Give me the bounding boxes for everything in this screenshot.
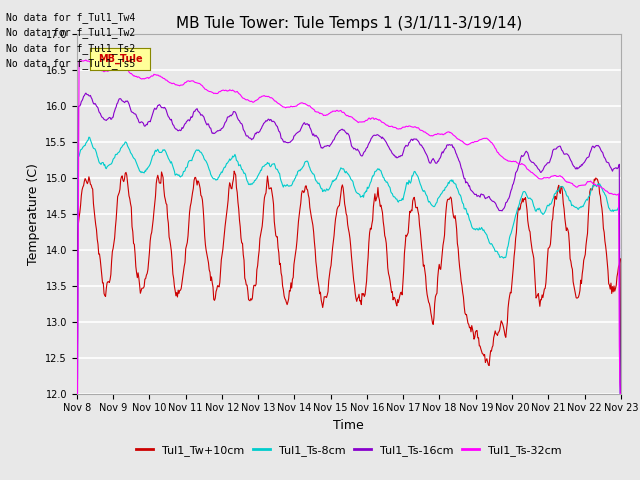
- Text: No data for f_Tul1_Tw4: No data for f_Tul1_Tw4: [6, 12, 136, 23]
- X-axis label: Time: Time: [333, 419, 364, 432]
- Text: No data for f_Tul1_Ts2: No data for f_Tul1_Ts2: [6, 43, 136, 54]
- Y-axis label: Temperature (C): Temperature (C): [27, 163, 40, 264]
- Text: MB_Tule: MB_Tule: [98, 54, 142, 64]
- Title: MB Tule Tower: Tule Temps 1 (3/1/11-3/19/14): MB Tule Tower: Tule Temps 1 (3/1/11-3/19…: [175, 16, 522, 31]
- Text: No data for f_Tul1_Tw2: No data for f_Tul1_Tw2: [6, 27, 136, 38]
- Text: No data for f_Tul1_Ts5: No data for f_Tul1_Ts5: [6, 58, 136, 69]
- Legend: Tul1_Tw+10cm, Tul1_Ts-8cm, Tul1_Ts-16cm, Tul1_Ts-32cm: Tul1_Tw+10cm, Tul1_Ts-8cm, Tul1_Ts-16cm,…: [132, 440, 566, 460]
